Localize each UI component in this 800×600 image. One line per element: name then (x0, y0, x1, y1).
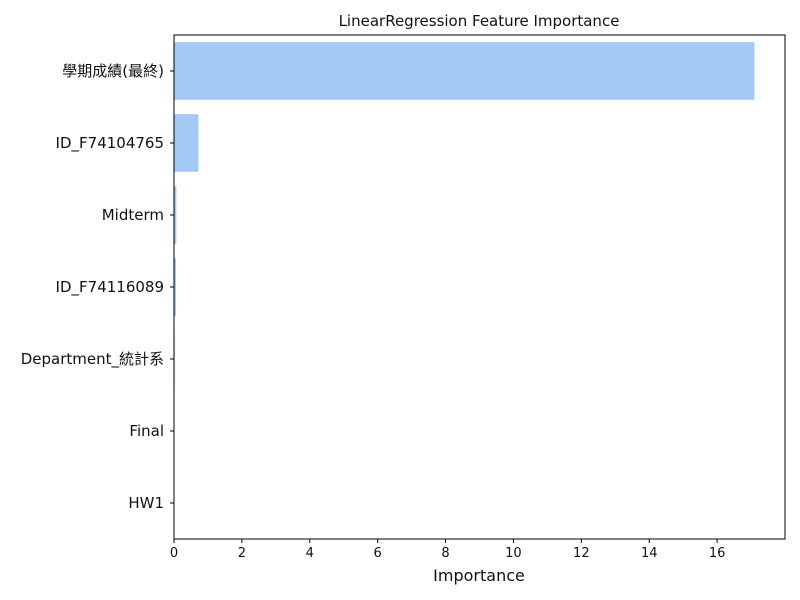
bar-2 (174, 186, 177, 244)
x-ticks-group: 0 2 4 6 8 10 12 14 16 (170, 539, 726, 561)
x-tick-label-7: 14 (641, 546, 658, 561)
x-tick-label-2: 4 (306, 546, 314, 561)
plot-frame (173, 34, 786, 540)
bar-1 (174, 114, 199, 172)
x-axis-label: Importance (433, 566, 525, 585)
x-tick-label-1: 2 (238, 546, 246, 561)
category-labels-group: 學期成績(最終) ID_F74104765 Midterm ID_F74116089 D… (21, 62, 174, 512)
category-label-2: Midterm (102, 206, 164, 224)
category-label-1: ID_F74104765 (56, 134, 164, 153)
category-label-6: HW1 (128, 494, 164, 512)
category-label-4: Department_統計系 (21, 350, 164, 369)
category-label-3: ID_F74116089 (56, 278, 164, 297)
x-tick-label-5: 10 (505, 546, 522, 561)
x-tick-label-3: 6 (374, 546, 382, 561)
x-tick-label-8: 16 (709, 546, 726, 561)
bars-group (174, 42, 755, 388)
bar-3 (174, 258, 177, 316)
chart-title: LinearRegression Feature Importance (339, 12, 620, 30)
category-label-0: 學期成績(最終) (62, 62, 164, 80)
category-label-5: Final (129, 422, 164, 440)
x-tick-label-4: 8 (441, 546, 449, 561)
x-tick-label-0: 0 (170, 546, 178, 561)
bar-0 (174, 42, 755, 100)
x-tick-label-6: 12 (573, 546, 590, 561)
